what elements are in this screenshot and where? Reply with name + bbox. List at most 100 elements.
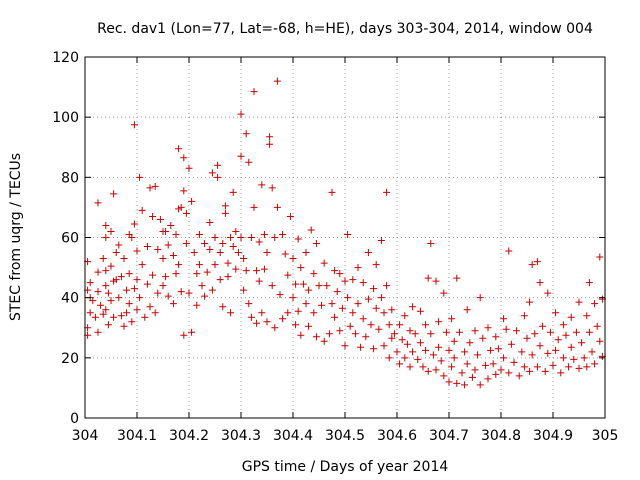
data-point: [546, 328, 554, 336]
data-point: [180, 187, 188, 195]
data-point: [557, 369, 565, 377]
data-point: [240, 286, 248, 294]
data-point: [297, 331, 305, 339]
data-point: [567, 343, 575, 351]
data-point: [159, 255, 167, 263]
data-point: [305, 322, 313, 330]
data-point: [123, 286, 131, 294]
data-point: [492, 370, 500, 378]
data-point: [554, 336, 562, 344]
data-point: [136, 173, 144, 181]
data-point: [302, 249, 310, 257]
data-point: [159, 282, 167, 290]
data-point: [445, 346, 453, 354]
data-point: [284, 309, 292, 317]
data-point: [461, 348, 469, 356]
data-point: [403, 340, 411, 348]
y-tick-label: 40: [61, 291, 79, 307]
data-point: [492, 333, 500, 341]
data-point: [357, 343, 365, 351]
data-point: [86, 309, 94, 317]
data-point: [390, 330, 398, 338]
data-point: [383, 188, 391, 196]
data-point: [336, 327, 344, 335]
data-point: [149, 212, 157, 220]
data-point: [102, 267, 110, 275]
data-point: [115, 294, 123, 302]
data-point: [172, 230, 180, 238]
data-point: [422, 346, 430, 354]
data-point: [448, 363, 456, 371]
data-point: [513, 327, 521, 335]
data-point: [232, 227, 240, 235]
data-point: [133, 276, 141, 284]
data-point: [94, 288, 102, 296]
data-point: [286, 212, 294, 220]
data-point: [237, 110, 245, 118]
data-point: [487, 346, 495, 354]
data-point: [138, 261, 146, 269]
data-point: [151, 309, 159, 317]
data-point: [515, 372, 523, 380]
data-point: [294, 307, 302, 315]
data-point: [107, 227, 115, 235]
data-point: [234, 249, 242, 257]
data-point: [258, 309, 266, 317]
data-point: [188, 328, 196, 336]
data-point: [188, 197, 196, 205]
data-point: [380, 309, 388, 317]
data-point: [427, 240, 435, 248]
data-point: [307, 226, 315, 234]
data-point: [450, 337, 458, 345]
data-point: [117, 273, 125, 281]
data-point: [266, 140, 274, 148]
data-point: [583, 312, 591, 320]
data-point: [453, 379, 461, 387]
data-point: [528, 261, 536, 269]
data-point: [424, 274, 432, 282]
data-point: [440, 372, 448, 380]
axis-ticks: 304 304.1 304.2 304.3 304.4 304.5 304.6 304.7 30…: [52, 50, 618, 444]
data-point: [510, 358, 518, 366]
data-point: [146, 184, 154, 192]
data-point: [97, 301, 105, 309]
data-point: [133, 306, 141, 314]
data-point: [526, 298, 534, 306]
data-point: [463, 360, 471, 368]
data-point: [195, 230, 203, 238]
data-point: [125, 270, 133, 278]
data-point: [588, 348, 596, 356]
data-point: [432, 277, 440, 285]
data-point: [370, 285, 378, 293]
data-point: [559, 354, 567, 362]
data-point: [164, 292, 172, 300]
data-point: [177, 288, 185, 296]
data-point: [185, 164, 193, 172]
data-point: [440, 289, 448, 297]
data-point: [143, 280, 151, 288]
data-point: [396, 321, 404, 329]
data-point: [494, 345, 502, 353]
data-point: [128, 234, 136, 241]
data-point: [596, 337, 604, 345]
data-point: [224, 273, 232, 281]
data-point: [505, 247, 513, 255]
data-point: [481, 361, 489, 369]
data-point: [466, 339, 474, 347]
data-point: [154, 289, 162, 297]
data-point: [276, 291, 284, 299]
data-point: [130, 285, 138, 293]
data-point: [247, 234, 255, 241]
data-point: [94, 268, 102, 276]
data-point: [141, 313, 149, 321]
y-tick-label: 120: [52, 50, 79, 66]
data-point: [445, 378, 453, 386]
data-point: [583, 363, 591, 371]
data-point: [328, 188, 336, 196]
data-point: [479, 334, 487, 342]
data-point: [125, 300, 133, 308]
data-point: [107, 297, 115, 305]
data-point: [138, 206, 146, 214]
data-point: [151, 182, 159, 190]
data-point: [526, 367, 534, 375]
